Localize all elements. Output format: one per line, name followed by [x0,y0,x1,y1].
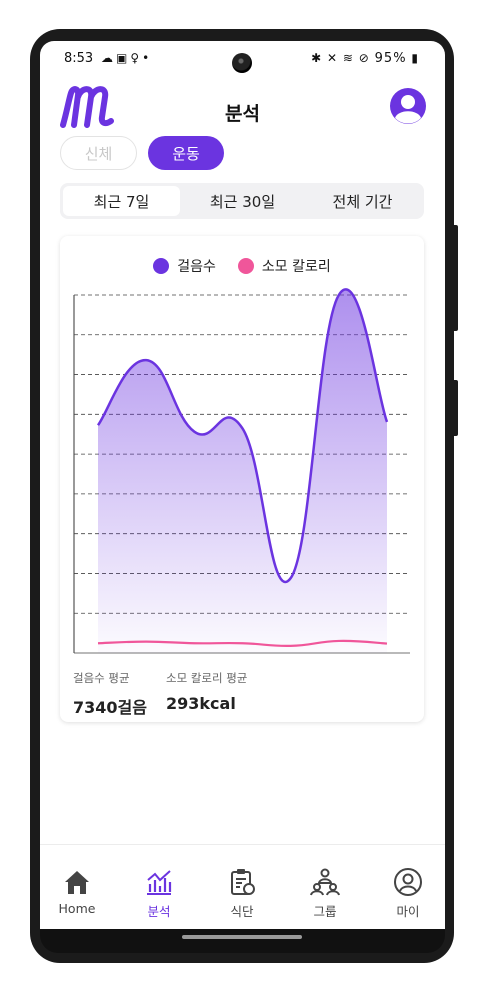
bulb-icon: ♀ [130,51,143,65]
segment-exercise[interactable]: 운동 [148,136,224,170]
chart-icon [147,870,172,895]
calories-line [97,639,388,647]
status-bar: 8:53 ☁▣♀• ✱ ✕ ≋ ⊘ 95% ▮ [40,41,445,77]
nav-label-analysis: 분석 [147,904,171,919]
legend-item-steps[interactable]: 걸음수 [153,256,216,276]
legend-swatch-calories [237,258,254,274]
clipboard-apple-icon [231,869,255,895]
mute-icon: ✕ [326,51,339,65]
legend-label-steps: 걸음수 [177,259,216,275]
status-time: 8:53 [64,51,94,66]
nav-item-analysis[interactable]: 분석 [119,867,199,920]
legend-swatch-steps [153,258,170,274]
steps-calories-chart [73,288,410,654]
battery-icon: ▮ [411,51,419,65]
chart-card: 걸음수 소모 칼로리 걸음수 평균 7340걸음 소모 칼로리 평균 [60,236,424,722]
bottom-bezel [40,929,445,953]
side-button-volume [452,380,458,436]
average-calories: 소모 칼로리 평균 293kcal [166,670,247,713]
nav-label-home: Home [58,901,96,916]
app-logo [60,86,114,128]
nav-label-group: 그룹 [313,904,337,919]
profile-icon [394,868,422,896]
dot-icon: • [142,51,153,65]
home-indicator [182,935,302,939]
legend-label-calories: 소모 칼로리 [261,259,331,275]
nav-item-diet[interactable]: 식단 [202,867,282,920]
status-left-icons: ☁▣♀• [101,51,152,65]
page-title: 분석 [225,103,260,125]
profile-avatar-icon[interactable] [389,87,427,125]
cloud-icon: ☁ [101,51,116,65]
home-icon [65,871,89,894]
bottom-nav: Home 분석 식단 [40,844,445,929]
average-steps: 걸음수 평균 7340걸음 [73,670,147,718]
side-button-power [452,225,458,331]
wifi-icon: ≋ [342,51,354,65]
tab-last-7-days[interactable]: 최근 7일 [63,186,180,216]
segment-body[interactable]: 신체 [60,136,137,170]
tab-last-30-days[interactable]: 최근 30일 [209,192,276,211]
nav-item-my[interactable]: 마이 [368,867,445,920]
steps-line [96,288,389,584]
image-icon: ▣ [116,51,131,65]
nav-item-home[interactable]: Home [40,867,117,916]
period-tabs: 최근 7일 최근 30일 전체 기간 [60,183,424,219]
chart-legend: 걸음수 소모 칼로리 [60,256,424,276]
nav-label-my: 마이 [396,904,420,919]
bluetooth-icon: ✱ [311,51,323,65]
nav-item-group[interactable]: 그룹 [285,867,365,920]
average-calories-label: 소모 칼로리 평균 [166,671,248,685]
group-icon [310,868,340,896]
screen: 8:53 ☁▣♀• ✱ ✕ ≋ ⊘ 95% ▮ 분석 신체 운동 최근 7일 최… [40,41,445,929]
average-steps-label: 걸음수 평균 [73,671,130,685]
average-steps-value: 7340걸음 [73,698,147,717]
dnd-icon: ⊘ [358,51,370,65]
tab-all-time[interactable]: 전체 기간 [332,192,393,211]
nav-label-diet: 식단 [230,904,254,919]
average-calories-value: 293kcal [166,694,236,713]
front-camera [232,53,252,73]
status-right-icons: ✱ ✕ ≋ ⊘ 95% ▮ [311,51,419,66]
battery-percent: 95% [374,51,407,66]
legend-item-calories[interactable]: 소모 칼로리 [237,256,331,276]
steps-area [98,289,387,653]
